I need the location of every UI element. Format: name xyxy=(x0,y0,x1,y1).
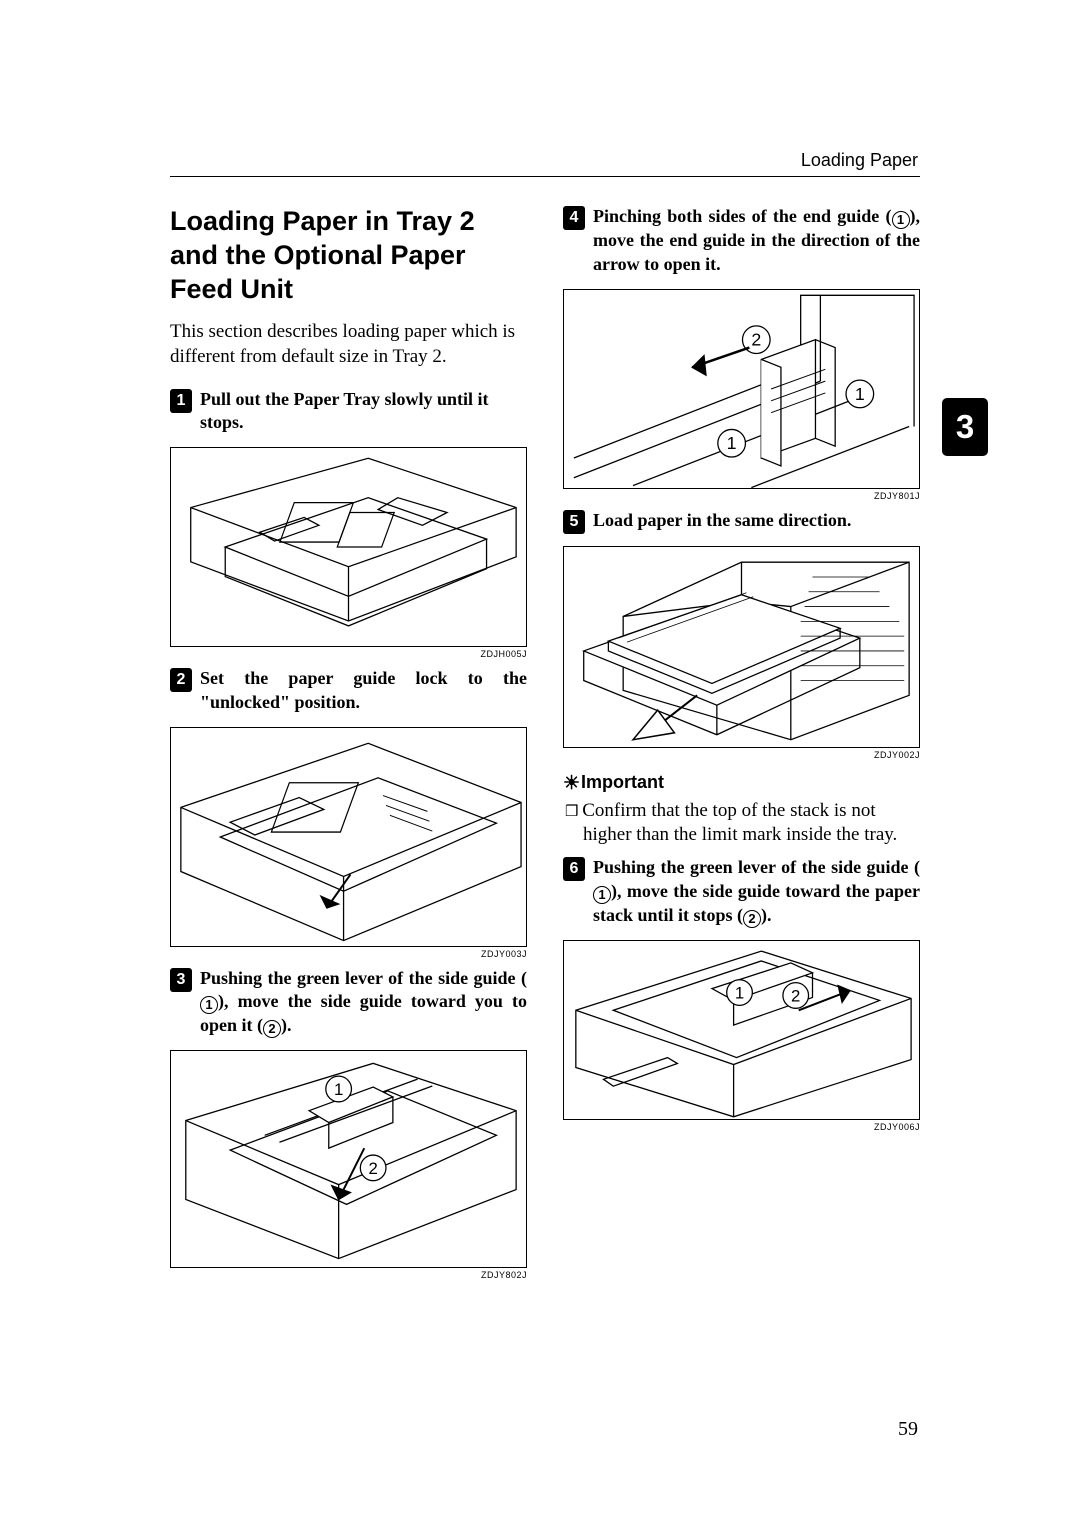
step-3: 3 Pushing the green lever of the side gu… xyxy=(170,967,527,1039)
section-title: Loading Paper in Tray 2 and the Optional… xyxy=(170,205,527,306)
important-heading: ☀Important xyxy=(563,772,920,795)
step-badge: 6 xyxy=(563,857,585,881)
step-5: 5 Load paper in the same direction. xyxy=(563,509,920,534)
figure-5-code: ZDJY002J xyxy=(563,750,920,760)
figure-6-code: ZDJY006J xyxy=(563,1122,920,1132)
chapter-tab: 3 xyxy=(942,398,988,456)
step-5-text: Load paper in the same direction. xyxy=(593,509,851,533)
figure-1-code: ZDJH005J xyxy=(170,649,527,659)
page-number: 59 xyxy=(898,1418,918,1441)
step-6-text: Pushing the green lever of the side guid… xyxy=(593,856,920,928)
step-2: 2 Set the paper guide lock to the "unloc… xyxy=(170,667,527,715)
svg-text:2: 2 xyxy=(791,986,800,1005)
circled-one-icon: 1 xyxy=(200,996,218,1014)
svg-text:2: 2 xyxy=(751,329,761,349)
section-intro: This section describes loading paper whi… xyxy=(170,320,527,369)
step-1: 1 Pull out the Paper Tray slowly until i… xyxy=(170,388,527,436)
figure-2-code: ZDJY003J xyxy=(170,949,527,959)
step-4: 4 Pinching both sides of the end guide (… xyxy=(563,205,920,277)
step-badge: 2 xyxy=(170,668,192,692)
right-column: 4 Pinching both sides of the end guide (… xyxy=(563,205,920,1406)
header-rule xyxy=(170,176,920,177)
step-4-text: Pinching both sides of the end guide (1)… xyxy=(593,205,920,277)
running-header: Loading Paper xyxy=(801,150,918,171)
svg-text:1: 1 xyxy=(855,383,865,403)
important-body: ❒ Confirm that the top of the stack is n… xyxy=(563,799,920,848)
svg-text:1: 1 xyxy=(334,1080,343,1099)
figure-3-code: ZDJY802J xyxy=(170,1270,527,1280)
step-badge: 1 xyxy=(170,389,192,413)
step-badge: 5 xyxy=(563,510,585,534)
step-1-text: Pull out the Paper Tray slowly until it … xyxy=(200,388,527,436)
step-3-text: Pushing the green lever of the side guid… xyxy=(200,967,527,1039)
svg-text:1: 1 xyxy=(727,433,737,453)
svg-text:2: 2 xyxy=(368,1159,377,1178)
step-2-text: Set the paper guide lock to the "unlocke… xyxy=(200,667,527,715)
figure-2 xyxy=(170,727,527,947)
figure-5 xyxy=(563,546,920,748)
important-icon: ☀ xyxy=(563,772,580,795)
figure-6: 1 2 xyxy=(563,940,920,1120)
figure-1 xyxy=(170,447,527,647)
circled-one-icon: 1 xyxy=(892,211,910,229)
content-columns: Loading Paper in Tray 2 and the Optional… xyxy=(170,205,920,1406)
circled-two-icon: 2 xyxy=(263,1020,281,1038)
step-badge: 3 xyxy=(170,968,192,992)
figure-3: 1 2 xyxy=(170,1050,527,1268)
figure-4: 1 1 2 xyxy=(563,289,920,489)
figure-4-code: ZDJY801J xyxy=(563,491,920,501)
circled-one-icon: 1 xyxy=(593,886,611,904)
step-6: 6 Pushing the green lever of the side gu… xyxy=(563,856,920,928)
step-badge: 4 xyxy=(563,206,585,230)
svg-text:1: 1 xyxy=(735,983,744,1002)
manual-page: Loading Paper 3 Loading Paper in Tray 2 … xyxy=(0,0,1080,1526)
left-column: Loading Paper in Tray 2 and the Optional… xyxy=(170,205,527,1406)
circled-two-icon: 2 xyxy=(743,910,761,928)
bullet-icon: ❒ xyxy=(565,804,582,820)
